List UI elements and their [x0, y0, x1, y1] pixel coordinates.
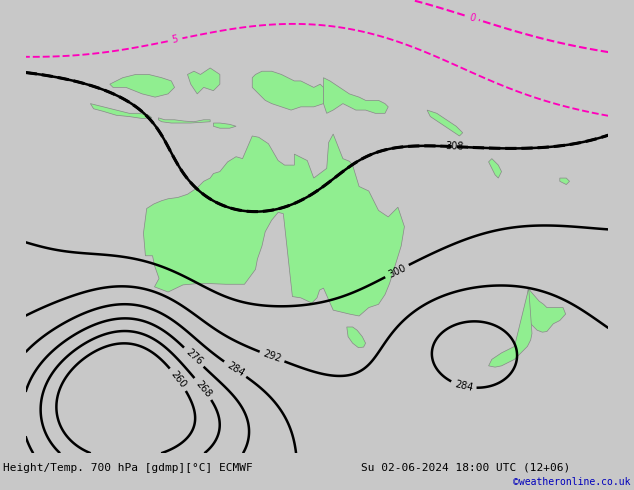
Polygon shape	[252, 71, 323, 110]
Text: 276: 276	[183, 347, 204, 367]
Polygon shape	[427, 110, 463, 136]
Polygon shape	[489, 159, 501, 178]
Text: 284: 284	[224, 360, 246, 378]
Polygon shape	[323, 78, 388, 113]
Polygon shape	[143, 134, 404, 316]
Text: Height/Temp. 700 hPa [gdmp][°C] ECMWF: Height/Temp. 700 hPa [gdmp][°C] ECMWF	[3, 463, 253, 473]
Polygon shape	[214, 123, 236, 128]
Polygon shape	[158, 118, 210, 123]
Text: 5: 5	[171, 34, 179, 45]
Text: ©weatheronline.co.uk: ©weatheronline.co.uk	[514, 477, 631, 487]
Polygon shape	[560, 178, 569, 185]
Text: 284: 284	[453, 379, 474, 393]
Polygon shape	[489, 288, 532, 367]
Polygon shape	[110, 74, 174, 97]
Text: Su 02-06-2024 18:00 UTC (12+06): Su 02-06-2024 18:00 UTC (12+06)	[361, 463, 571, 473]
Text: 308: 308	[445, 141, 463, 152]
Polygon shape	[527, 288, 566, 332]
Polygon shape	[188, 68, 220, 94]
Text: 300: 300	[387, 263, 408, 279]
Polygon shape	[91, 103, 152, 119]
Text: 260: 260	[169, 369, 188, 390]
Text: 0: 0	[467, 12, 476, 24]
Text: 268: 268	[193, 378, 213, 399]
Polygon shape	[347, 327, 366, 348]
Text: 292: 292	[262, 349, 283, 365]
